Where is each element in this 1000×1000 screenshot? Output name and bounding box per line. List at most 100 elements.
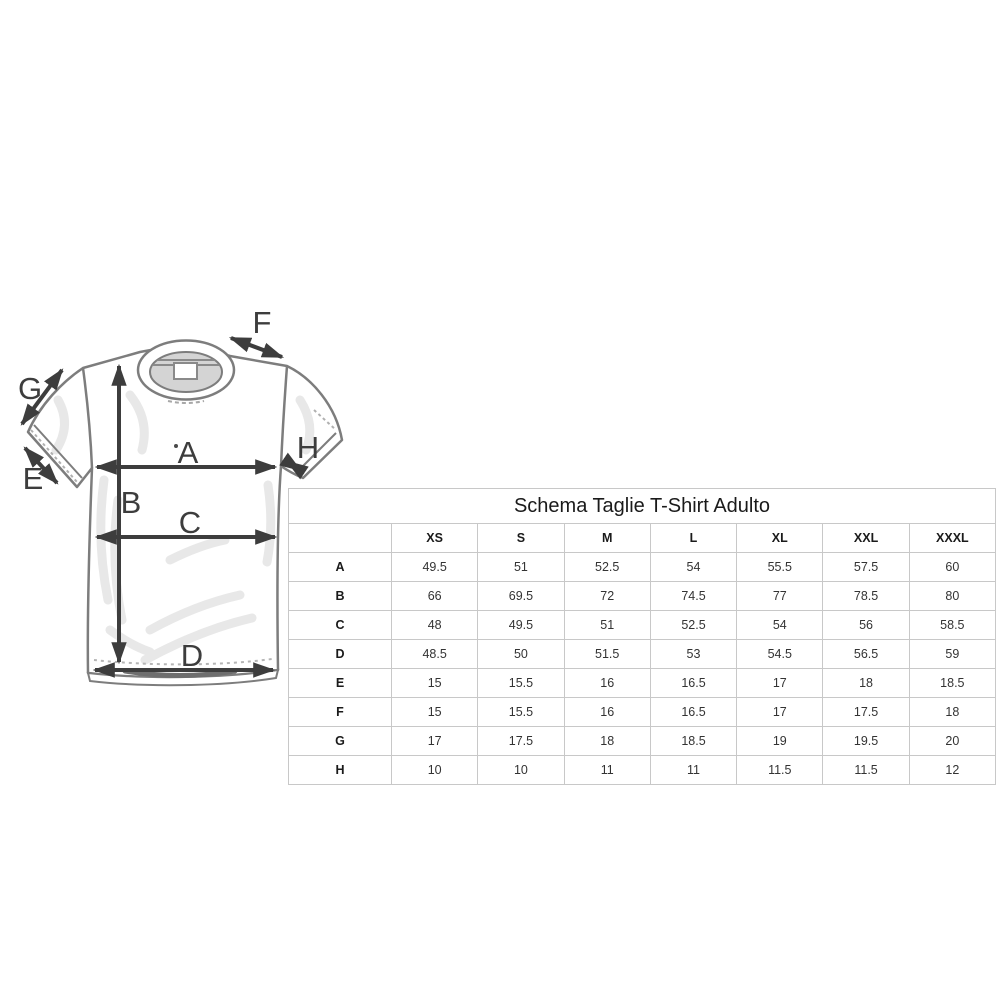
size-value-cell: 58.5 [908,610,997,640]
size-value-cell: 15.5 [477,668,565,698]
size-value-cell: 48.5 [390,639,479,669]
size-chart: Schema Taglie T-Shirt Adulto XS S M L XL… [288,488,997,785]
table-row: A 49.5 51 52.5 54 55.5 57.5 60 [288,552,997,582]
size-value-cell: 52.5 [649,610,738,640]
size-value-cell: 77 [736,581,824,611]
column-header-xs: XS [390,523,479,553]
size-value-cell: 15 [390,697,479,727]
size-value-cell: 16 [563,668,651,698]
size-value-cell: 60 [908,552,997,582]
size-value-cell: 19.5 [822,726,910,756]
measure-label-e: E [23,461,44,496]
size-value-cell: 53 [649,639,738,669]
table-row: G 17 17.5 18 18.5 19 19.5 20 [288,726,997,756]
size-value-cell: 17 [390,726,479,756]
column-header-s: S [477,523,565,553]
size-value-cell: 50 [477,639,565,669]
size-value-cell: 48 [390,610,479,640]
neck-tag [173,362,198,380]
size-value-cell: 15.5 [477,697,565,727]
size-value-cell: 10 [477,755,565,785]
size-value-cell: 18 [908,697,997,727]
collar [136,339,236,404]
measure-arrow-f [228,336,285,359]
column-header-xxxl: XXXL [908,523,997,553]
table-row: D 48.5 50 51.5 53 54.5 56.5 59 [288,639,997,669]
row-label: B [288,581,392,611]
row-label: F [288,697,392,727]
column-header-m: M [563,523,651,553]
size-value-cell: 69.5 [477,581,565,611]
column-header-xl: XL [736,523,824,553]
size-value-cell: 51 [477,552,565,582]
size-value-cell: 54 [736,610,824,640]
measure-label-g: G [18,371,42,406]
column-header-xxl: XXL [822,523,910,553]
size-value-cell: 11.5 [736,755,824,785]
column-header-l: L [649,523,738,553]
measure-arrows [20,336,309,678]
row-label: A [288,552,392,582]
measure-label-d: D [181,638,203,673]
size-value-cell: 18.5 [649,726,738,756]
size-value-cell: 17 [736,668,824,698]
table-row: F 15 15.5 16 16.5 17 17.5 18 [288,697,997,727]
size-value-cell: 56.5 [822,639,910,669]
size-value-cell: 18 [822,668,910,698]
size-value-cell: 66 [390,581,479,611]
size-value-cell: 15 [390,668,479,698]
row-label: E [288,668,392,698]
row-label: G [288,726,392,756]
size-value-cell: 56 [822,610,910,640]
size-value-cell: 49.5 [477,610,565,640]
size-value-cell: 20 [908,726,997,756]
size-value-cell: 57.5 [822,552,910,582]
row-label: D [288,639,392,669]
stray-dot [174,444,178,448]
table-title-row: Schema Taglie T-Shirt Adulto [288,488,996,524]
size-value-cell: 78.5 [822,581,910,611]
size-value-cell: 11.5 [822,755,910,785]
measure-label-f: F [253,305,272,340]
size-value-cell: 74.5 [649,581,738,611]
size-value-cell: 17.5 [477,726,565,756]
row-label: H [288,755,392,785]
wrinkle-shading [51,390,315,665]
table-row: C 48 49.5 51 52.5 54 56 58.5 [288,610,997,640]
size-value-cell: 80 [908,581,997,611]
measure-label-c: C [179,505,201,540]
size-value-cell: 59 [908,639,997,669]
measure-arrow-g [20,368,64,426]
measure-arrow-e [23,446,59,485]
size-value-cell: 18.5 [908,668,997,698]
table-header-row: XS S M L XL XXL XXXL [288,523,997,553]
table-row: H 10 10 11 11 11.5 11.5 12 [288,755,997,785]
size-value-cell: 16.5 [649,668,738,698]
size-value-cell: 19 [736,726,824,756]
measure-label-b: B [121,485,142,520]
size-value-cell: 11 [649,755,738,785]
size-value-cell: 17 [736,697,824,727]
size-value-cell: 17.5 [822,697,910,727]
size-value-cell: 55.5 [736,552,824,582]
row-label: C [288,610,392,640]
size-value-cell: 16.5 [649,697,738,727]
size-value-cell: 54 [649,552,738,582]
size-value-cell: 12 [908,755,997,785]
size-value-cell: 51 [563,610,651,640]
size-chart-table: Schema Taglie T-Shirt Adulto XS S M L XL… [288,488,997,785]
measure-arrow-h [279,452,309,480]
corner-cell [288,523,392,553]
table-row: B 66 69.5 72 74.5 77 78.5 80 [288,581,997,611]
size-value-cell: 51.5 [563,639,651,669]
size-value-cell: 11 [563,755,651,785]
size-value-cell: 10 [390,755,479,785]
size-value-cell: 52.5 [563,552,651,582]
size-value-cell: 49.5 [390,552,479,582]
size-value-cell: 72 [563,581,651,611]
size-chart-title: Schema Taglie T-Shirt Adulto [288,488,996,524]
size-value-cell: 16 [563,697,651,727]
size-value-cell: 54.5 [736,639,824,669]
measure-label-a: A [178,435,199,470]
